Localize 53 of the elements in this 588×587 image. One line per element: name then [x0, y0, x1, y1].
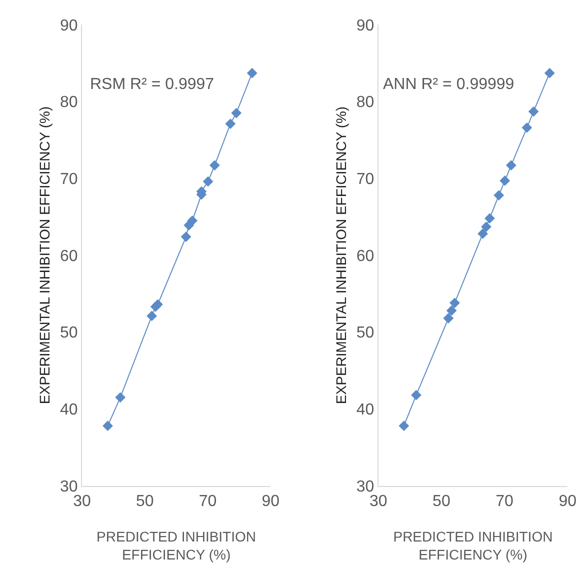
- x-tick-label: 30: [73, 493, 91, 510]
- y-tick-label: 30: [60, 478, 78, 496]
- y-tick-label: 30: [356, 478, 374, 496]
- point: [500, 175, 510, 186]
- point: [180, 232, 192, 242]
- y-tick-label: 80: [60, 94, 78, 112]
- point: [202, 176, 214, 187]
- point: [528, 106, 539, 117]
- point: [484, 213, 495, 224]
- annotation: ANN R² = 0.99999: [383, 76, 514, 93]
- point: [115, 392, 126, 403]
- y-tick-label: 70: [356, 170, 374, 188]
- point: [443, 313, 454, 324]
- point: [146, 310, 157, 322]
- point: [246, 68, 258, 78]
- y-tick-label: 70: [60, 170, 78, 188]
- point: [187, 215, 198, 226]
- point: [506, 160, 516, 171]
- point: [478, 228, 488, 239]
- x-axis-title: PREDICTED INHIBITION EFFICIENCY (%): [96, 528, 256, 562]
- y-tick-label: 50: [356, 324, 374, 342]
- y-tick-label: 90: [60, 17, 78, 34]
- point: [494, 190, 504, 200]
- y-tick-label: 60: [356, 248, 374, 265]
- x-tick-label: 90: [558, 493, 577, 510]
- point: [152, 299, 163, 310]
- x-tick-label: 90: [262, 493, 280, 510]
- point: [522, 122, 532, 133]
- x-axis-title: PREDICTED INHIBITION EFFICIENCY (%): [393, 528, 553, 562]
- point: [102, 420, 113, 432]
- y-tick-label: 60: [60, 248, 78, 265]
- y-tick-label: 40: [356, 402, 374, 419]
- y-tick-label: 90: [356, 17, 374, 34]
- point: [446, 305, 457, 316]
- y-tick-label: 50: [60, 324, 78, 342]
- y-axis-title: EXPERIMENTAL INHIBITION EFFICIENCY (%): [36, 106, 53, 404]
- point: [231, 108, 242, 118]
- y-tick-label: 40: [60, 402, 78, 419]
- point: [225, 118, 236, 130]
- y-axis-title: EXPERIMENTAL INHIBITION EFFICIENCY (%): [332, 106, 349, 404]
- annotation: RSM R² = 0.9997: [90, 76, 214, 93]
- x-tick-label: 50: [432, 493, 450, 510]
- x-tick-label: 70: [496, 493, 514, 510]
- x-tick-label: 50: [136, 493, 154, 510]
- point: [209, 160, 220, 171]
- point: [398, 420, 410, 432]
- x-tick-label: 70: [198, 493, 217, 510]
- y-tick-label: 80: [356, 94, 374, 112]
- x-tick-label: 30: [369, 493, 388, 510]
- point: [544, 68, 555, 78]
- point: [449, 298, 460, 308]
- point: [481, 222, 492, 232]
- point: [411, 390, 422, 400]
